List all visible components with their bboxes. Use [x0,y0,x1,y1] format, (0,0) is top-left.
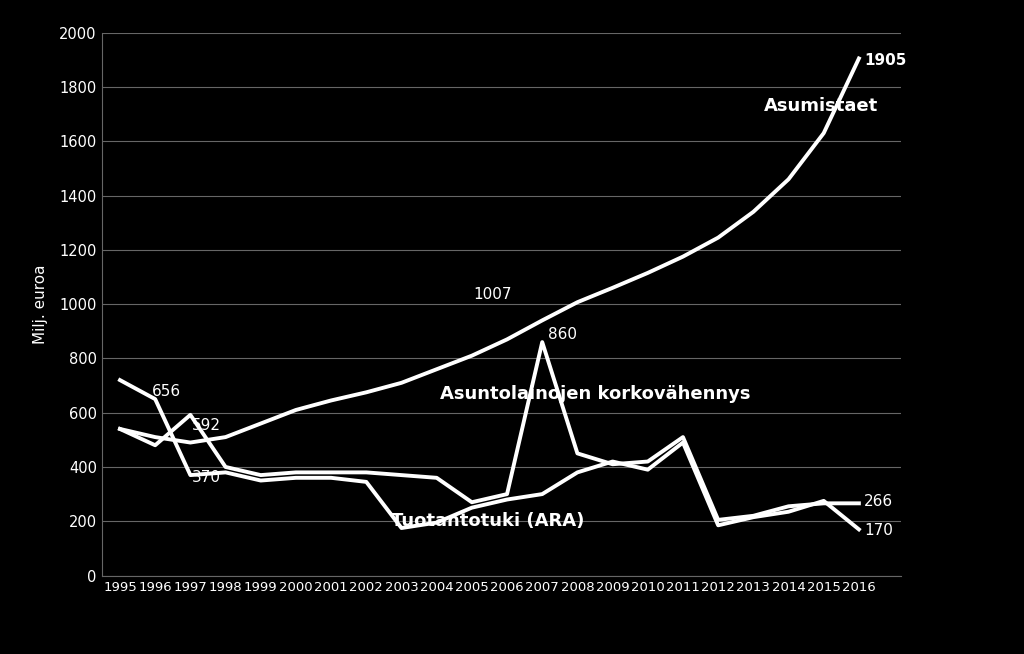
Text: Asumistaet: Asumistaet [764,97,879,115]
Text: 170: 170 [864,523,893,538]
Text: 370: 370 [193,470,221,485]
Text: Tuotantotuki (ARA): Tuotantotuki (ARA) [391,512,585,530]
Text: 592: 592 [193,419,221,434]
Text: 656: 656 [152,385,181,400]
Text: 266: 266 [864,494,893,509]
Text: 860: 860 [548,328,577,343]
Text: 1007: 1007 [474,287,512,302]
Text: Asuntolainojen korkovähennys: Asuntolainojen korkovähennys [440,385,751,403]
Y-axis label: Milj. euroa: Milj. euroa [33,264,48,344]
Text: 1905: 1905 [864,53,906,68]
